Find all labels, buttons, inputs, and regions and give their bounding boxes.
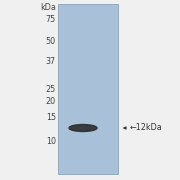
Text: ←12kDa: ←12kDa xyxy=(130,123,163,132)
Text: 15: 15 xyxy=(46,114,56,123)
Text: 10: 10 xyxy=(46,138,56,147)
Text: 75: 75 xyxy=(46,15,56,24)
Text: 37: 37 xyxy=(46,57,56,66)
Bar xyxy=(58,4,118,174)
Text: 20: 20 xyxy=(46,98,56,107)
Text: 50: 50 xyxy=(46,37,56,46)
Text: 25: 25 xyxy=(46,86,56,94)
Text: kDa: kDa xyxy=(40,3,56,12)
Ellipse shape xyxy=(69,125,97,132)
